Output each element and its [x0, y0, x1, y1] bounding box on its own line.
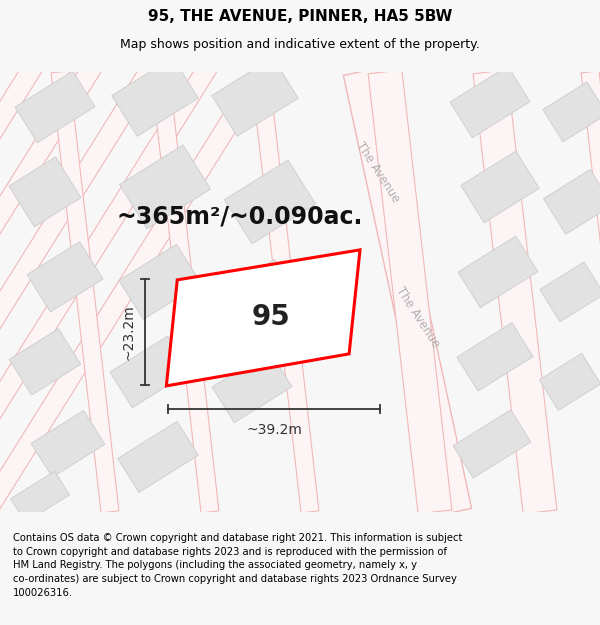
- Polygon shape: [212, 351, 292, 423]
- Text: ~365m²/~0.090ac.: ~365m²/~0.090ac.: [117, 205, 363, 229]
- Polygon shape: [343, 68, 472, 516]
- Polygon shape: [27, 242, 103, 312]
- Polygon shape: [457, 322, 533, 391]
- Polygon shape: [224, 160, 316, 244]
- Polygon shape: [9, 157, 81, 227]
- Polygon shape: [112, 58, 198, 136]
- Polygon shape: [9, 329, 81, 395]
- Polygon shape: [166, 250, 360, 386]
- Polygon shape: [368, 70, 452, 514]
- Polygon shape: [118, 421, 198, 492]
- Text: 95, THE AVENUE, PINNER, HA5 5BW: 95, THE AVENUE, PINNER, HA5 5BW: [148, 9, 452, 24]
- Polygon shape: [581, 71, 600, 513]
- Polygon shape: [15, 71, 95, 142]
- Polygon shape: [0, 0, 600, 62]
- Polygon shape: [458, 236, 538, 308]
- Polygon shape: [11, 471, 70, 522]
- Polygon shape: [151, 71, 219, 513]
- Polygon shape: [539, 353, 600, 411]
- Polygon shape: [0, 0, 600, 437]
- Polygon shape: [217, 259, 299, 334]
- Polygon shape: [212, 58, 298, 136]
- Text: ~23.2m: ~23.2m: [121, 304, 135, 360]
- Text: The Avenue: The Avenue: [394, 284, 442, 349]
- Polygon shape: [119, 145, 211, 229]
- Text: Map shows position and indicative extent of the property.: Map shows position and indicative extent…: [120, 38, 480, 51]
- Text: 95: 95: [252, 303, 290, 331]
- Polygon shape: [51, 71, 119, 513]
- Polygon shape: [251, 71, 319, 513]
- Text: Contains OS data © Crown copyright and database right 2021. This information is : Contains OS data © Crown copyright and d…: [13, 533, 463, 598]
- Polygon shape: [119, 244, 201, 319]
- Polygon shape: [544, 169, 600, 234]
- Polygon shape: [0, 0, 600, 527]
- Polygon shape: [110, 336, 190, 408]
- Polygon shape: [540, 262, 600, 322]
- Polygon shape: [461, 151, 539, 222]
- Text: ~39.2m: ~39.2m: [246, 423, 302, 437]
- Polygon shape: [0, 0, 600, 252]
- Polygon shape: [450, 66, 530, 138]
- Text: The Avenue: The Avenue: [353, 139, 403, 204]
- Polygon shape: [31, 411, 105, 478]
- Polygon shape: [0, 0, 600, 157]
- Polygon shape: [473, 70, 557, 514]
- Polygon shape: [453, 410, 531, 478]
- Polygon shape: [543, 82, 600, 142]
- Polygon shape: [0, 0, 600, 347]
